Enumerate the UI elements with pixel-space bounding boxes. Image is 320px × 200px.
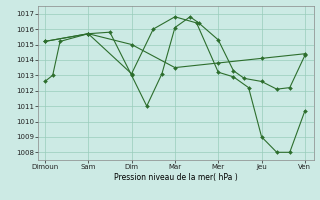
X-axis label: Pression niveau de la mer( hPa ): Pression niveau de la mer( hPa ) — [114, 173, 238, 182]
